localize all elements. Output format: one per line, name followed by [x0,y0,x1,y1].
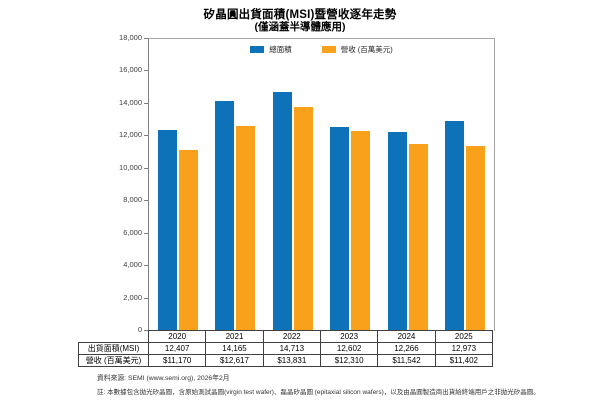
y-axis-tick-label: 8,000 [123,195,142,205]
bar-series-1-2021 [236,126,255,331]
y-axis-tick [144,102,148,104]
plot-area: 總面積 營收 (百萬美元) [148,38,495,331]
bar-series-1-2025 [466,146,485,331]
year-header-cell: 2023 [319,330,379,343]
bar-series-0-2023 [330,127,349,331]
y-axis-tick-label: 14,000 [119,97,142,107]
year-header-cell: 2025 [434,330,494,343]
y-axis-tick [144,232,148,234]
y-axis-tick [144,330,148,331]
y-axis-tick [144,70,148,72]
value-cell: 12,266 [377,342,436,355]
bar-series-1-2023 [351,131,370,331]
source-text: 資料來源: SEMI (www.semi.org), 2026年2月 [97,375,230,382]
y-axis-tick [144,297,148,299]
bar-series-1-2024 [409,144,428,331]
y-axis-tick-label: 4,000 [123,260,142,270]
value-cell: $11,402 [434,354,494,367]
note-text: 註: 本數據包含拋光矽晶圓，含原始測試晶圓(virgin test wafer)… [97,389,540,396]
value-cell: 14,713 [262,342,321,355]
table-row: 營收 (百萬美元) $11,170 $12,617 $13,831 $12,310 $11… [78,354,494,367]
y-axis-tick-label: 0 [137,325,142,334]
value-cell: $12,310 [319,354,379,367]
value-cell: 14,165 [205,342,264,355]
y-axis-tick [144,38,148,39]
value-cell: 12,602 [319,342,379,355]
y-axis-tick-label: 12,000 [119,130,142,140]
bar-series-0-2020 [158,130,177,331]
legend-item-series-1: 營收 (百萬美元) [321,44,393,55]
y-axis-tick-label: 6,000 [123,227,142,237]
row-header-cell: 營收 (百萬美元) [78,354,149,367]
legend-item-series-0: 總面積 [250,44,292,55]
legend: 總面積 營收 (百萬美元) [149,44,494,55]
bar-series-0-2024 [388,132,407,331]
value-cell: 12,973 [434,342,494,355]
y-axis-tick-label: 16,000 [119,65,142,75]
row-header-cell: 出貨面積(MSI) [78,342,149,355]
bar-series-1-2022 [294,107,313,331]
y-axis-tick [144,200,148,202]
y-axis-tick [144,167,148,169]
legend-label: 總面積 [269,45,292,54]
year-header-cell: 2024 [377,330,436,343]
chart-title: 矽晶圓出貨面積(MSI)暨營收逐年走勢 [203,9,397,21]
bar-series-0-2022 [273,92,292,331]
bar-series-0-2021 [215,101,234,331]
legend-label: 營收 (百萬美元) [340,45,393,54]
y-axis-tick-label: 2,000 [123,292,142,302]
legend-swatch-icon [321,46,336,53]
y-axis-tick [144,135,148,137]
table-row: 出貨面積(MSI) 12,407 14,165 14,713 12,602 12,266 1… [78,342,494,355]
y-axis-tick [144,265,148,267]
y-axis-tick-label: 18,000 [119,33,142,42]
legend-swatch-icon [250,46,265,53]
value-cell: $11,542 [377,354,436,367]
bar-series-0-2025 [445,121,464,331]
year-header-cell: 2022 [262,330,321,343]
year-header-cell: 2021 [205,330,264,343]
value-cell: 12,407 [147,342,207,355]
data-table-body: 2020 2021 2022 2023 2024 2025 出貨面積(MSI) 12,407 1… [78,330,494,367]
year-header-cell: 2020 [147,330,207,343]
value-cell: $13,831 [262,354,321,367]
chart-subtitle: (僅涵蓋半導體應用) [254,21,346,33]
value-cell: $11,170 [147,354,207,367]
bar-series-1-2020 [179,150,198,331]
data-table: 2020 2021 2022 2023 2024 2025 出貨面積(MSI) 12,407 1… [78,330,494,367]
y-axis-tick-label: 10,000 [119,162,142,172]
value-cell: $12,617 [205,354,264,367]
